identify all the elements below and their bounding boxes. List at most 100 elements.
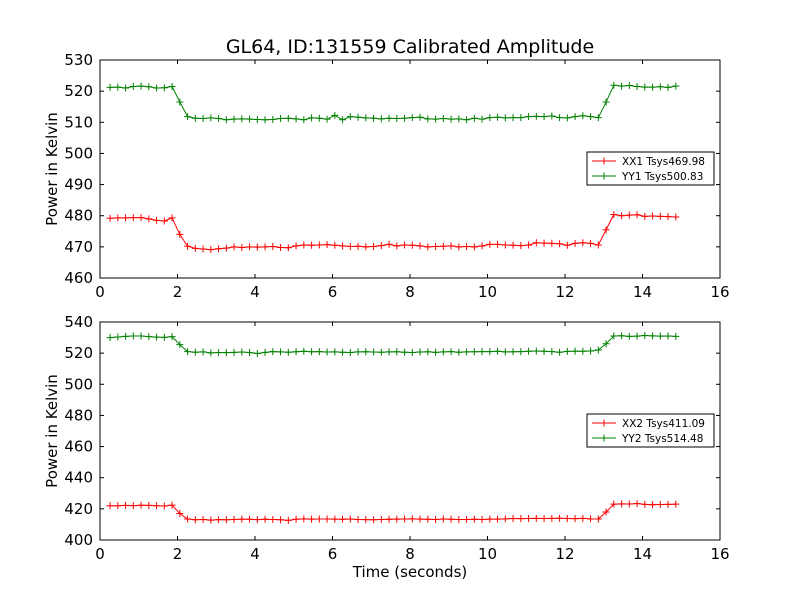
data-point	[486, 515, 494, 523]
data-point	[664, 83, 672, 91]
data-point	[486, 348, 494, 356]
series-2	[106, 81, 680, 124]
y-tick-label: 460	[64, 269, 93, 287]
data-point	[672, 332, 680, 340]
data-point	[331, 111, 339, 119]
y-tick-label: 480	[64, 207, 93, 225]
data-point	[222, 244, 230, 252]
data-point	[571, 113, 579, 121]
data-point	[277, 115, 285, 123]
y-tick-label: 540	[64, 313, 93, 331]
data-point	[625, 332, 633, 340]
data-point	[478, 348, 486, 356]
data-point	[269, 243, 277, 251]
data-point	[656, 332, 664, 340]
legend-marker	[600, 157, 608, 165]
data-point	[315, 241, 323, 249]
data-point	[610, 81, 618, 89]
data-point	[114, 83, 122, 91]
data-point	[393, 115, 401, 123]
data-point	[292, 242, 300, 250]
data-point	[354, 242, 362, 250]
data-point	[261, 515, 269, 523]
data-point	[587, 515, 595, 523]
data-point	[122, 214, 130, 222]
series-1	[106, 500, 680, 524]
data-point	[385, 240, 393, 248]
data-point	[556, 114, 564, 122]
data-point	[300, 116, 308, 124]
data-point	[525, 515, 533, 523]
data-point	[424, 115, 432, 123]
data-point	[408, 515, 416, 523]
data-point	[587, 113, 595, 121]
x-tick-label: 10	[478, 545, 497, 563]
data-point	[370, 114, 378, 122]
legend: XX2 Tsys411.09 YY2 Tsys514.48	[586, 413, 715, 448]
data-point	[106, 334, 114, 342]
data-point	[246, 515, 254, 523]
data-point	[447, 115, 455, 123]
data-point	[401, 515, 409, 523]
data-point	[633, 82, 641, 90]
data-point	[540, 239, 548, 247]
data-point	[517, 242, 525, 250]
x-tick-label: 12	[555, 545, 574, 563]
data-point	[253, 243, 261, 251]
data-point	[447, 242, 455, 250]
data-point	[517, 515, 525, 523]
data-point	[308, 515, 316, 523]
data-point	[191, 516, 199, 524]
data-point	[284, 348, 292, 356]
data-point	[610, 332, 618, 340]
data-point	[207, 516, 215, 524]
data-point	[463, 116, 471, 124]
data-point	[215, 349, 223, 357]
data-point	[401, 348, 409, 356]
data-point	[137, 501, 145, 509]
y-axis-label: Power in Kelvin	[43, 374, 61, 488]
data-point	[494, 347, 502, 355]
data-point	[362, 243, 370, 251]
data-point	[501, 241, 509, 249]
data-point	[486, 114, 494, 122]
data-point	[478, 242, 486, 250]
data-point	[114, 333, 122, 341]
data-point	[455, 348, 463, 356]
x-tick-label: 16	[710, 283, 729, 301]
data-point	[269, 348, 277, 356]
data-point	[129, 82, 137, 90]
data-point	[292, 515, 300, 523]
data-point	[532, 514, 540, 522]
data-point	[184, 515, 192, 523]
data-point	[215, 516, 223, 524]
data-point	[625, 211, 633, 219]
data-point	[501, 114, 509, 122]
data-point	[625, 82, 633, 90]
legend-box	[586, 413, 715, 448]
data-point	[114, 502, 122, 510]
data-point	[416, 113, 424, 121]
y-tick-label: 420	[64, 500, 93, 518]
data-point	[129, 502, 137, 510]
data-point	[339, 242, 347, 250]
data-point	[439, 348, 447, 356]
data-point	[184, 113, 192, 121]
data-point	[354, 515, 362, 523]
data-point	[594, 114, 602, 122]
data-point	[261, 348, 269, 356]
data-point	[610, 210, 618, 218]
data-point	[284, 244, 292, 252]
data-point	[432, 115, 440, 123]
data-point	[501, 348, 509, 356]
data-point	[525, 113, 533, 121]
data-point	[145, 83, 153, 91]
data-point	[184, 242, 192, 250]
data-point	[633, 500, 641, 508]
data-point	[641, 212, 649, 220]
data-point	[618, 82, 626, 90]
data-point	[509, 114, 517, 122]
data-point	[385, 114, 393, 122]
data-point	[339, 515, 347, 523]
